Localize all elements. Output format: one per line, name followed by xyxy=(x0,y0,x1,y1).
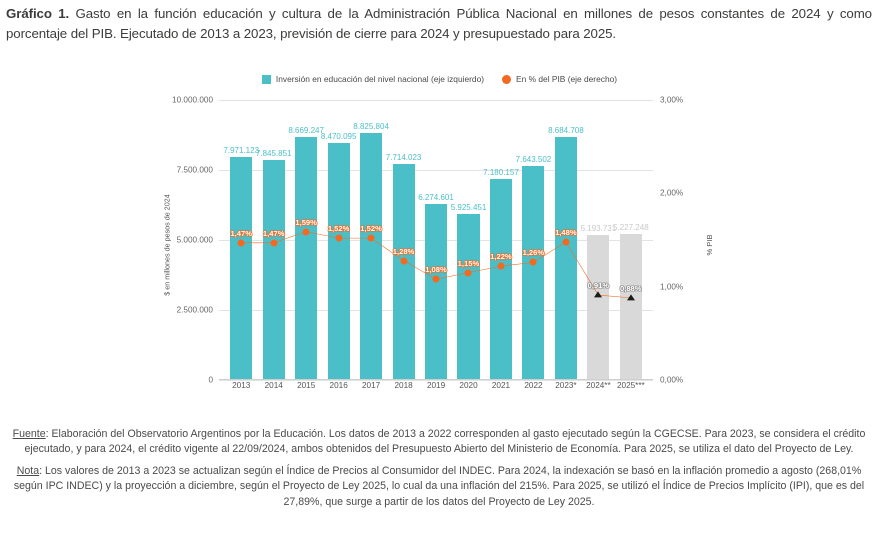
bar-value-label: 8.470.095 xyxy=(320,131,357,141)
figure-footer: Fuente: Elaboración del Observatorio Arg… xyxy=(8,427,870,516)
y-axis-right-tick: 2,00% xyxy=(660,188,684,198)
x-axis-tick: 2016 xyxy=(329,381,348,390)
legend-swatch-bar-icon xyxy=(261,74,271,84)
y-axis-left-tick: 7.500.000 xyxy=(176,165,213,175)
figure-caption: Gráfico 1. Gasto en la función educación… xyxy=(6,4,872,43)
bar[interactable]: 7.180.157 xyxy=(483,168,519,380)
legend-item-line: En % del PIB (eje derecho) xyxy=(502,74,617,84)
y-axis-right-tick: 3,00% xyxy=(660,95,684,105)
x-axis-ticks: 2013 2014 2015 2016 2017 2018 2019 2020 2021 2022… xyxy=(225,381,647,397)
bar-value-label: 5.925.451 xyxy=(450,203,487,213)
footer-note-label: Nota xyxy=(16,464,40,477)
footer-source: Fuente: Elaboración del Observatorio Arg… xyxy=(8,427,870,458)
bar-value-label: 7.845.851 xyxy=(255,149,292,159)
y-axis-right-ticks: 0,00% 1,00% 2,00% 3,00% xyxy=(652,96,710,385)
bar-slot: 8.669.247 xyxy=(288,100,324,380)
x-axis-tick: 2019 xyxy=(426,381,446,390)
zero-axis-line xyxy=(219,379,653,380)
figure-caption-text: Gasto en la función educación y cultura … xyxy=(6,6,872,41)
bar[interactable]: 8.825.804 xyxy=(353,122,389,380)
bar-value-label: 5.193.731 xyxy=(580,223,617,233)
gridline xyxy=(219,380,653,381)
footer-source-label: Fuente xyxy=(12,428,46,440)
chart-container: $ en millones de pesos de 2024 % PIB 0 2.… xyxy=(163,92,714,397)
bar-value-label: 7.643.502 xyxy=(515,154,552,164)
x-axis-tick: 2025*** xyxy=(616,381,645,390)
legend-label-line: En % del PIB (eje derecho) xyxy=(516,74,618,84)
bar-value-label: 7.180.157 xyxy=(483,167,519,177)
gridline xyxy=(219,100,653,101)
figure-caption-label: Gráfico 1. xyxy=(6,6,70,21)
bar[interactable]: 5.193.731 xyxy=(581,224,616,380)
x-axis-tick: 2017 xyxy=(362,381,381,390)
bar-slot: 7.845.851 xyxy=(256,100,291,380)
x-axis-tick: 2018 xyxy=(394,381,413,390)
bar[interactable]: 7.643.502 xyxy=(516,155,551,380)
x-axis-tick: 2023* xyxy=(555,381,577,390)
bar-value-label: 8.669.247 xyxy=(288,126,324,136)
y-axis-left-tick: 10.000.000 xyxy=(172,95,213,105)
y-axis-right-tick: 0,00% xyxy=(660,375,684,385)
legend-label-bars: Inversión en educación del nivel naciona… xyxy=(275,74,485,84)
x-axis-tick: 2015 xyxy=(297,381,316,390)
bar-value-label: 8.825.804 xyxy=(353,121,389,131)
bar-value-label: 6.274.601 xyxy=(418,193,454,203)
bar-value-label: 7.971.123 xyxy=(223,145,260,155)
bar-slot: 7.971.123 xyxy=(223,100,259,380)
plot-area: 7.971.123 7.845.851 8.669.247 8.470.095 8.82… xyxy=(219,100,653,381)
bar[interactable]: 7.971.123 xyxy=(223,146,259,380)
bar[interactable]: 6.274.601 xyxy=(418,193,454,380)
bar[interactable]: 5.925.451 xyxy=(451,203,486,380)
bar-slot: 7.180.157 xyxy=(483,100,519,380)
chart-legend: Inversión en educación del nivel naciona… xyxy=(0,74,879,84)
bar[interactable]: 5.227.248 xyxy=(613,223,649,380)
bar-slot: 8.684.708 xyxy=(548,100,584,380)
footer-source-text: : Elaboración del Observatorio Argentino… xyxy=(24,428,866,456)
footer-note-text: : Los valores de 2013 a 2023 se actualiz… xyxy=(13,464,865,508)
x-axis-tick: 2013 xyxy=(232,381,251,390)
footer-note: Nota: Los valores de 2013 a 2023 se actu… xyxy=(8,464,870,510)
bar-series: 7.971.123 7.845.851 8.669.247 8.470.095 8.82… xyxy=(223,100,649,380)
x-axis-tick: 2024** xyxy=(586,381,611,390)
y-axis-left-tick: 5.000.000 xyxy=(176,235,213,245)
legend-swatch-dot-icon xyxy=(502,74,512,84)
gridline xyxy=(219,170,653,171)
y-axis-left-tick: 0 xyxy=(208,375,213,385)
bar-slot: 5.227.248 xyxy=(613,100,649,380)
bar[interactable]: 7.714.023 xyxy=(386,153,421,380)
bar-slot: 8.825.804 xyxy=(353,100,389,380)
bar-slot: 5.193.731 xyxy=(581,100,616,380)
bar[interactable]: 8.684.708 xyxy=(548,126,584,380)
bar[interactable]: 7.845.851 xyxy=(256,149,291,380)
y-axis-left-ticks: 0 2.500.000 5.000.000 7.500.000 10.000.000 xyxy=(165,96,221,385)
x-axis-tick: 2014 xyxy=(264,381,283,390)
x-axis-tick: 2021 xyxy=(491,381,511,390)
bar[interactable]: 8.470.095 xyxy=(321,132,356,380)
y-axis-right-tick: 1,00% xyxy=(660,282,684,292)
bar-value-label: 5.227.248 xyxy=(613,222,649,232)
x-axis-tick: 2020 xyxy=(459,381,478,390)
bar-slot: 8.470.095 xyxy=(321,100,356,380)
bar[interactable]: 8.669.247 xyxy=(288,126,324,380)
bar-value-label: 7.714.023 xyxy=(385,153,422,163)
bar-slot: 5.925.451 xyxy=(451,100,486,380)
bar-value-label: 8.684.708 xyxy=(548,125,584,135)
y-axis-left-tick: 2.500.000 xyxy=(176,305,213,315)
x-axis-tick: 2022 xyxy=(524,381,543,390)
bar-slot: 7.714.023 xyxy=(386,100,421,380)
bar-slot: 7.643.502 xyxy=(516,100,551,380)
legend-item-bars: Inversión en educación del nivel naciona… xyxy=(261,74,485,84)
bar-slot: 6.274.601 xyxy=(418,100,454,380)
